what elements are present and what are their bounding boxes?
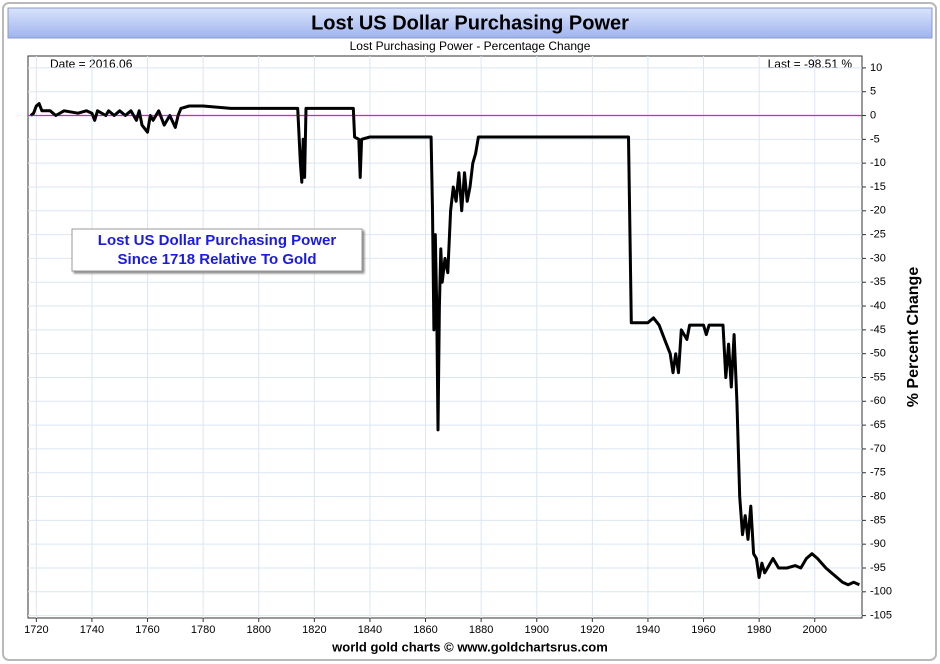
x-tick-label: 1760 <box>135 624 159 636</box>
x-tick-label: 1900 <box>524 624 548 636</box>
x-tick-label: 1940 <box>636 624 660 636</box>
last-label: Last = -98.51 % <box>768 57 853 71</box>
data-line <box>29 102 860 587</box>
y-tick-label: -5 <box>870 133 880 145</box>
y-tick-label: -15 <box>870 181 886 193</box>
y-tick-label: -80 <box>870 490 886 502</box>
y-tick-label: -95 <box>870 562 886 574</box>
x-tick-label: 1780 <box>191 624 215 636</box>
x-tick-label: 1960 <box>691 624 715 636</box>
x-tick-label: 1820 <box>302 624 326 636</box>
y-tick-label: -85 <box>870 514 886 526</box>
x-tick-label: 1860 <box>413 624 437 636</box>
y-axis-title: % Percent Change <box>905 267 922 408</box>
chart-subtitle: Lost Purchasing Power - Percentage Chang… <box>350 39 591 53</box>
annotation-box <box>71 228 363 272</box>
y-tick-label: -90 <box>870 538 886 550</box>
series <box>29 102 860 587</box>
x-tick-label: 1740 <box>80 624 104 636</box>
y-tick-label: -25 <box>870 229 886 241</box>
x-tick-label: 1720 <box>24 624 48 636</box>
y-tick-label: -45 <box>870 324 886 336</box>
plot-area <box>27 55 863 619</box>
y-tick-label: 5 <box>870 86 876 98</box>
y-tick-label: 10 <box>870 62 882 74</box>
footer: world gold charts © www.goldchartsrus.co… <box>331 639 608 654</box>
y-tick-label: -50 <box>870 348 886 360</box>
y-tick-label: -60 <box>870 395 886 407</box>
y-tick-label: -75 <box>870 467 886 479</box>
date-label: Date = 2016.06 <box>50 57 133 71</box>
x-tick-label: 1800 <box>246 624 270 636</box>
y-tick-label: -20 <box>870 205 886 217</box>
chart-title: Lost US Dollar Purchasing Power <box>311 12 629 34</box>
x-tick-label: 2000 <box>802 624 826 636</box>
y-tick-label: -30 <box>870 252 886 264</box>
annotation-line: Since 1718 Relative To Gold <box>118 251 317 268</box>
y-tick-label: -55 <box>870 371 886 383</box>
y-tick-label: -35 <box>870 276 886 288</box>
grid: 10 5 0 -5 -10 -15 -20 -25 -30 -35 -40 -45 -50 -55 -60 -… <box>24 56 892 636</box>
x-tick-label: 1980 <box>747 624 771 636</box>
y-tick-label: -70 <box>870 443 886 455</box>
y-tick-label: 0 <box>870 109 876 121</box>
x-tick-label: 1840 <box>358 624 382 636</box>
y-tick-label: -65 <box>870 419 886 431</box>
y-tick-label: -10 <box>870 157 886 169</box>
y-tick-label: -105 <box>870 610 892 622</box>
x-tick-label: 1920 <box>580 624 604 636</box>
title-bar <box>7 7 933 39</box>
y-tick-label: -100 <box>870 586 892 598</box>
x-tick-label: 1880 <box>469 624 493 636</box>
annotation-line: Lost US Dollar Purchasing Power <box>98 232 337 249</box>
y-tick-label: -40 <box>870 300 886 312</box>
